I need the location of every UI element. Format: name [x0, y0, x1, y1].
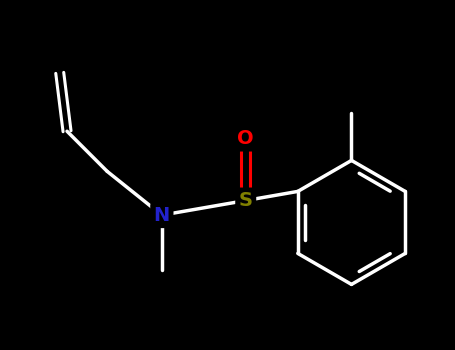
Text: O: O [238, 129, 254, 148]
Text: S: S [239, 191, 253, 210]
Text: N: N [154, 205, 170, 225]
